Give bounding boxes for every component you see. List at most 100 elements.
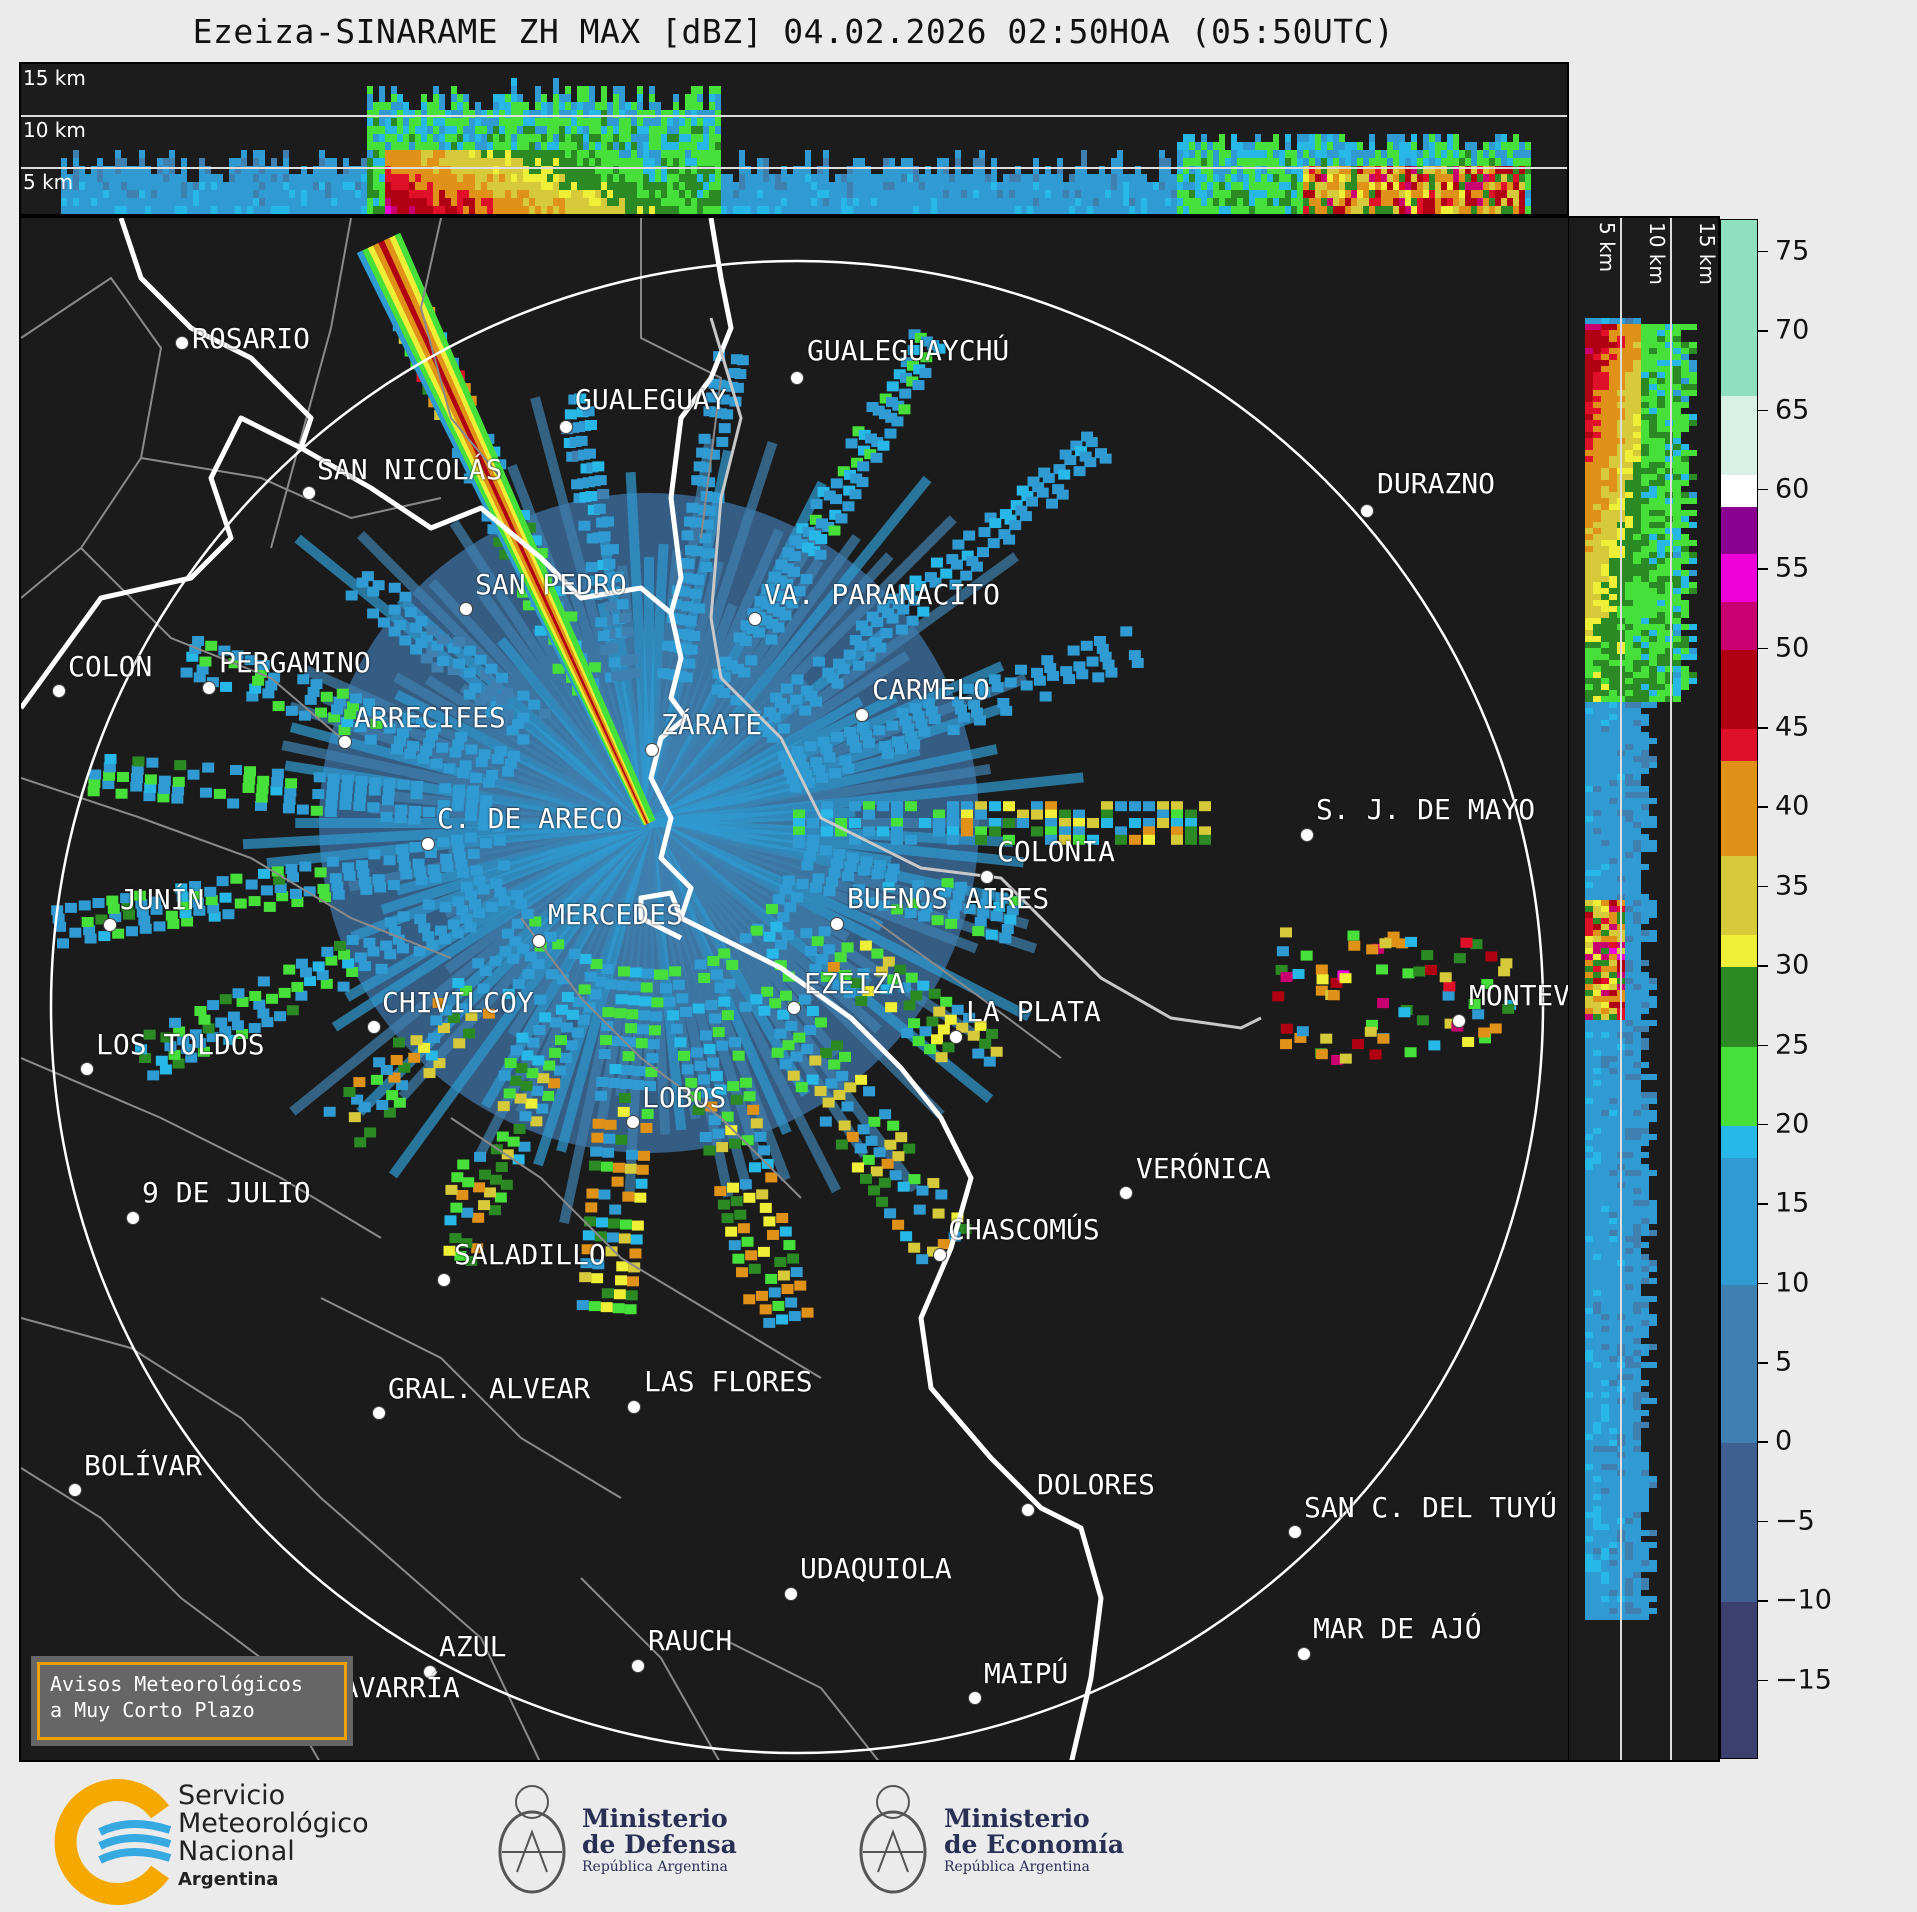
cross-section-cell [1291,174,1297,182]
cross-section-cell [367,190,373,198]
cross-section-cell [373,174,379,182]
radar-echo [98,931,110,941]
cross-section-cell [685,198,691,206]
cross-section-cell [709,94,715,102]
cross-section-cell [1689,372,1697,378]
cross-section-cell [1657,630,1665,636]
cross-section-cell [1649,486,1657,492]
cross-section-cell [439,150,445,158]
cross-section-cell [1441,198,1447,206]
radar-echo [244,766,256,776]
cross-section-cell [1267,158,1273,166]
cross-section-cell [943,158,949,166]
cross-section-cell [1399,158,1405,166]
cross-section-cell [433,142,439,150]
cross-section-cell [505,198,511,206]
cross-section-cell [1657,468,1665,474]
cross-section-cell [1593,630,1601,636]
cross-section-cell [643,174,649,182]
cross-section-cell [889,158,895,166]
cross-section-cell [571,142,577,150]
cross-section-cell [1689,648,1697,654]
cross-section-cell [781,190,787,198]
cross-section-cell [481,110,487,118]
cross-section-cell [535,94,541,102]
city-label: CHASCOMÚS [948,1213,1100,1246]
cross-section-cell [67,198,73,206]
cross-section-cell [601,150,607,158]
cross-section-cell [1231,198,1237,206]
cross-section-cell [601,158,607,166]
cross-section-cell [709,190,715,198]
radar-echo [1340,1054,1352,1064]
cross-section-cell [583,206,589,214]
cross-section-cell [595,142,601,150]
radar-echo [399,592,411,602]
cross-section-cell [961,198,967,206]
cross-section-cell [1657,420,1665,426]
radar-echo [596,1077,608,1087]
cross-section-cell [1665,696,1673,702]
avisos-box[interactable]: Avisos Meteorológicos a Muy Corto Plazo [31,1656,353,1746]
radar-echo [1316,1049,1328,1059]
radar-echo [385,917,397,927]
radar-echo [793,1033,805,1043]
cross-section-cell [367,198,373,206]
radar-echo [579,984,591,994]
cross-section-cell [1601,594,1609,600]
radar-echo [989,518,1001,528]
cross-section-cell [907,182,913,190]
cross-section-cell [1189,190,1195,198]
avisos-link[interactable]: Avisos Meteorológicos a Muy Corto Plazo [37,1662,347,1740]
cross-section-cell [1657,642,1665,648]
radar-echo [585,420,597,430]
cross-section-cell [427,150,433,158]
radar-echo [676,993,688,1003]
cross-section-cell [1641,732,1649,738]
cross-section-cell [1021,174,1027,182]
cross-section-cell [475,110,481,118]
cross-section-cell [1585,636,1593,642]
radar-echo [906,973,918,983]
cross-section-cell [985,174,991,182]
cross-section-cell [1601,384,1609,390]
radar-echo [699,434,711,444]
cross-section-cell [1649,642,1657,648]
cross-section-cell [1231,142,1237,150]
radar-echo [486,902,498,912]
radar-echo [536,1104,548,1114]
cross-section-cell [1633,588,1641,594]
radar-echo [745,655,757,665]
cross-section-cell [1303,198,1309,206]
radar-echo [742,1237,754,1247]
radar-echo [713,1129,725,1139]
cross-section-cell [1399,174,1405,182]
cross-section-cell [505,134,511,142]
cross-section-cell [229,158,235,166]
cross-section-cell [1291,190,1297,198]
radar-echo [772,1301,784,1311]
cross-section-cell [1633,318,1641,324]
radar-echo [618,966,630,976]
cross-section-cell [517,94,523,102]
radar-echo [626,1009,638,1019]
radar-echo [202,763,214,773]
cross-section-cell [1601,318,1609,324]
cross-section-cell [1609,432,1617,438]
cross-section-cell [1625,672,1633,678]
cross-section-cell [1585,462,1593,468]
cross-section-cell [1625,354,1633,360]
radar-echo [423,807,435,817]
radar-echo [1115,835,1127,845]
cross-section-cell [541,126,547,134]
radar-echo [576,436,588,446]
cross-section-cell [1471,142,1477,150]
cross-section-cell [913,198,919,206]
radar-echo [718,688,730,698]
cross-section-cell [469,182,475,190]
radar-echo [700,562,712,572]
cross-section-cell [1609,456,1617,462]
cross-section-cell [109,190,115,198]
cross-section-cell [877,174,883,182]
